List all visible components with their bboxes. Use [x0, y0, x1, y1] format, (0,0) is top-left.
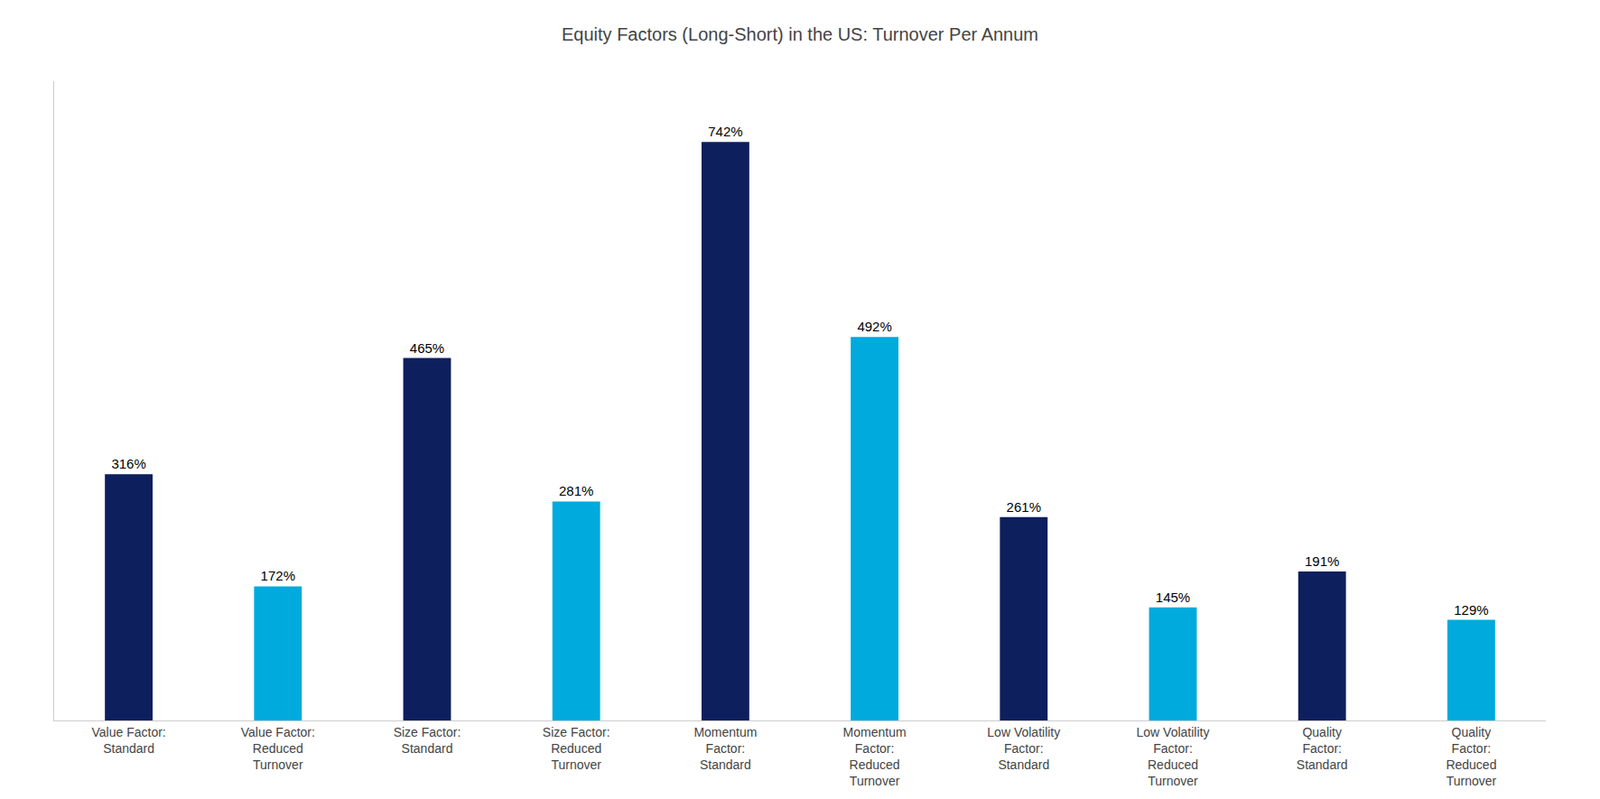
svg-text:742%: 742%	[707, 123, 743, 140]
svg-text:QualityFactor:ReducedTurnover: QualityFactor:ReducedTurnover	[1445, 725, 1497, 790]
svg-text:261%: 261%	[1006, 499, 1042, 515]
svg-text:Size Factor:ReducedTurnover: Size Factor:ReducedTurnover	[542, 725, 611, 773]
svg-text:Size Factor:Standard: Size Factor:Standard	[393, 725, 462, 756]
svg-text:281%: 281%	[558, 483, 594, 499]
svg-text:MomentumFactor:Standard: MomentumFactor:Standard	[693, 725, 757, 773]
svg-text:492%: 492%	[856, 318, 892, 335]
svg-text:Low VolatilityFactor:Standard: Low VolatilityFactor:Standard	[986, 725, 1061, 773]
svg-text:172%: 172%	[260, 567, 296, 584]
svg-text:Equity Factors (Long-Short) in: Equity Factors (Long-Short) in the US: T…	[561, 24, 1039, 45]
svg-text:Value Factor:Standard: Value Factor:Standard	[91, 725, 166, 756]
svg-text:Value Factor:ReducedTurnover: Value Factor:ReducedTurnover	[241, 725, 316, 773]
svg-text:465%: 465%	[409, 340, 445, 356]
svg-text:129%: 129%	[1453, 602, 1489, 618]
svg-text:145%: 145%	[1155, 589, 1191, 605]
svg-text:MomentumFactor:ReducedTurnover: MomentumFactor:ReducedTurnover	[843, 725, 907, 790]
svg-text:191%: 191%	[1304, 553, 1340, 569]
svg-text:QualityFactor:Standard: QualityFactor:Standard	[1296, 725, 1349, 773]
svg-text:Low VolatilityFactor:ReducedTu: Low VolatilityFactor:ReducedTurnover	[1136, 725, 1210, 790]
svg-text:316%: 316%	[111, 455, 146, 472]
